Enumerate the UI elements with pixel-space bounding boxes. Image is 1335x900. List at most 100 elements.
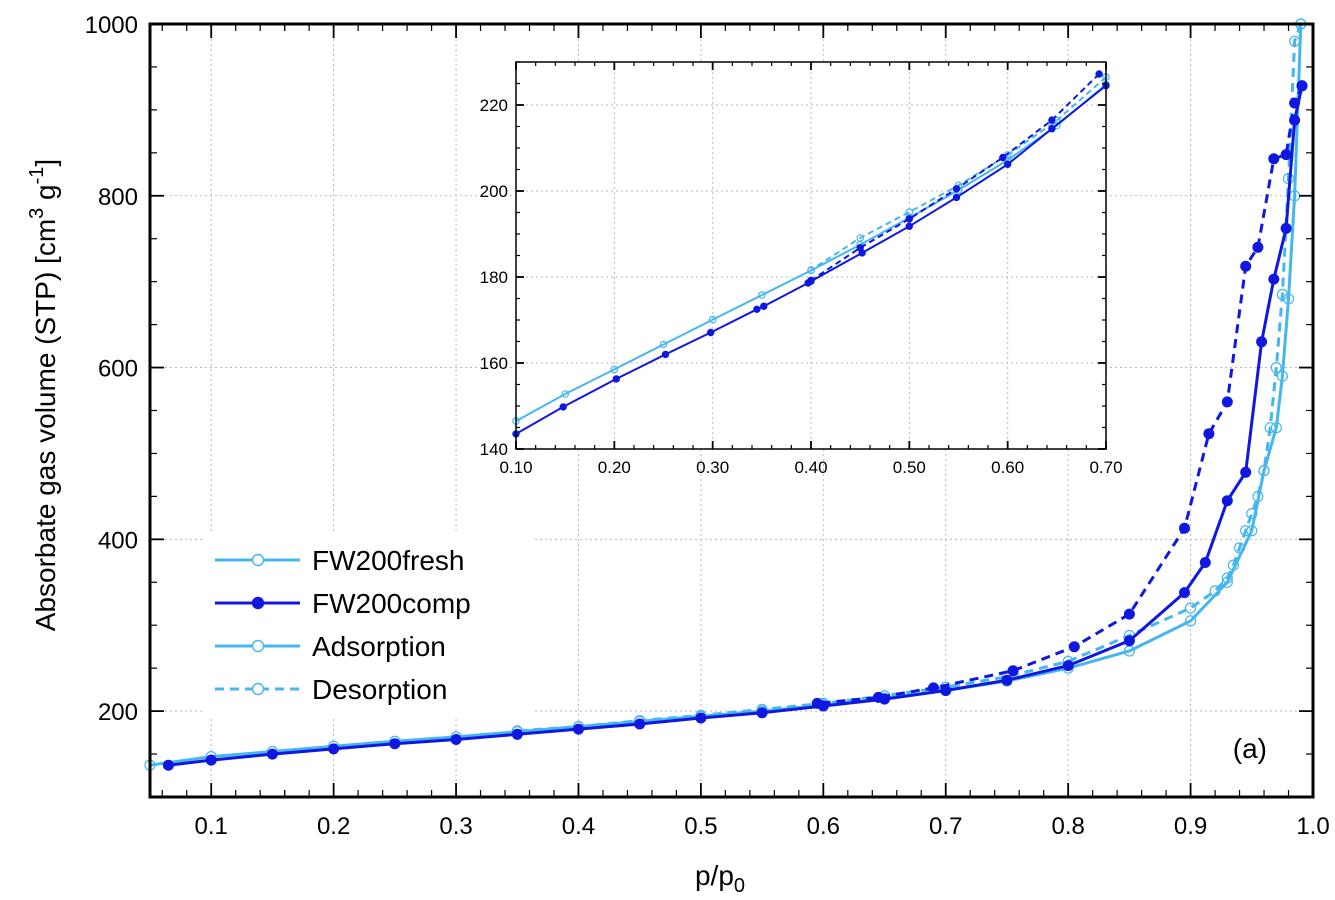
main-data-point [205, 754, 217, 766]
main-data-point [1123, 645, 1136, 657]
inset-data-point [561, 390, 570, 398]
inset-data-point [661, 350, 670, 359]
y-axis-title-sup1: 3 [26, 208, 48, 219]
main-tick-label-x: 0.4 [562, 813, 595, 840]
inset-data-point [707, 328, 715, 337]
legend-marker [251, 596, 265, 610]
inset-tick-label-y: 200 [480, 182, 508, 201]
main-data-point [1252, 490, 1264, 502]
main-data-point [634, 718, 646, 730]
main-data-point [1221, 396, 1233, 408]
main-tick-label-x: 0.1 [195, 813, 228, 840]
main-data-point [1209, 585, 1221, 597]
inset-tick-label-y: 180 [480, 268, 508, 287]
main-data-point [1227, 559, 1240, 571]
main-data-point [1240, 466, 1252, 478]
inset-data-point [610, 365, 619, 374]
main-data-point [1240, 260, 1252, 272]
main-series-line-2 [168, 85, 1304, 767]
main-data-point [1280, 149, 1292, 161]
main-data-point [1068, 641, 1080, 653]
main-data-point [1256, 336, 1268, 348]
inset-series-line-0 [516, 83, 1106, 422]
inset-tick-label-x: 0.70 [1089, 458, 1122, 477]
inset-tick-label-x: 0.40 [794, 458, 827, 477]
main-data-point [1062, 660, 1074, 672]
inset-data-point [659, 340, 668, 349]
main-tick-label-x: 0.8 [1051, 813, 1084, 840]
inset-tick-label-x: 0.50 [893, 458, 926, 477]
main-data-point [1258, 465, 1270, 477]
inset-data-point [1048, 125, 1056, 133]
y-axis-title: Absorbate gas volume (STP) [cm3 g-1] [26, 159, 61, 631]
inset-data-point [952, 193, 961, 202]
main-data-point [1268, 153, 1280, 165]
main-data-point [1270, 362, 1282, 374]
inset-data-point [999, 153, 1007, 162]
inset-data-point [1095, 70, 1103, 78]
main-data-point [872, 691, 884, 703]
inset-data-point [952, 185, 961, 193]
main-data-point [1123, 635, 1135, 647]
main-data-point [928, 682, 939, 694]
main-data-point [1276, 288, 1289, 301]
main-data-point [1296, 80, 1308, 92]
legend-marker [251, 639, 265, 653]
main-data-point [1246, 507, 1258, 520]
main-data-point [1264, 422, 1276, 434]
main-tick-label-x: 0.5 [684, 813, 717, 840]
inset-series-line-1 [810, 76, 1106, 271]
main-data-point [511, 728, 523, 740]
y-axis-title-mid: g [30, 184, 61, 207]
legend-marker [251, 682, 265, 696]
inset-data-point [905, 222, 913, 231]
main-tick-label-y: 1000 [85, 12, 138, 39]
x-axis-title: p/p0 [695, 860, 745, 897]
legend-label: Desorption [312, 674, 447, 705]
main-tick-label-x: 0.9 [1174, 813, 1207, 840]
main-data-point [695, 712, 707, 724]
inset-tick-label-y: 220 [480, 96, 508, 115]
inset-tick-label-y: 140 [480, 440, 508, 459]
main-tick-label-y: 200 [98, 699, 138, 726]
main-data-point [389, 738, 401, 750]
inset-tick-label-x: 0.30 [696, 458, 729, 477]
main-data-point [1233, 542, 1246, 554]
inset-data-point [856, 234, 865, 242]
main-tick-label-x: 0.3 [439, 813, 472, 840]
main-data-point [450, 734, 462, 745]
main-data-point [1280, 222, 1292, 234]
main-tick-label-x: 0.2 [317, 813, 350, 840]
legend: FW200fresh FW200comp Adsorption Desorption [203, 532, 533, 717]
inset-data-point [856, 244, 864, 252]
main-data-point [1268, 273, 1280, 285]
y-axis-title-sup2: -1 [26, 167, 48, 185]
inset-data-point [807, 276, 815, 285]
inset-tick-label-x: 0.60 [991, 458, 1024, 477]
main-tick-label-x: 1.0 [1296, 813, 1329, 840]
main-tick-label-y: 400 [98, 527, 138, 554]
inset-data-point [1048, 116, 1056, 124]
inset-data-point [807, 266, 815, 274]
main-data-point [1123, 608, 1135, 620]
main-series-line-1 [517, 24, 1303, 733]
main-data-point [1199, 557, 1211, 568]
inset-tick-label-y: 160 [480, 354, 508, 373]
main-data-point [573, 723, 584, 735]
inset-data-point [905, 208, 914, 216]
inset-data-point [757, 291, 766, 299]
main-data-point [1203, 428, 1215, 440]
main-data-point [1221, 495, 1233, 507]
inset-data-point [753, 305, 761, 313]
legend-marker [251, 553, 265, 567]
main-data-point [1001, 674, 1013, 686]
main-data-point [1240, 525, 1252, 537]
main-data-point [1276, 370, 1289, 382]
main-data-point [1288, 190, 1301, 202]
main-data-point [328, 743, 340, 755]
main-data-point [1184, 602, 1197, 614]
main-data-point [1184, 615, 1197, 627]
main-data-point [266, 748, 278, 760]
x-axis-title-sub: 0 [734, 875, 745, 897]
